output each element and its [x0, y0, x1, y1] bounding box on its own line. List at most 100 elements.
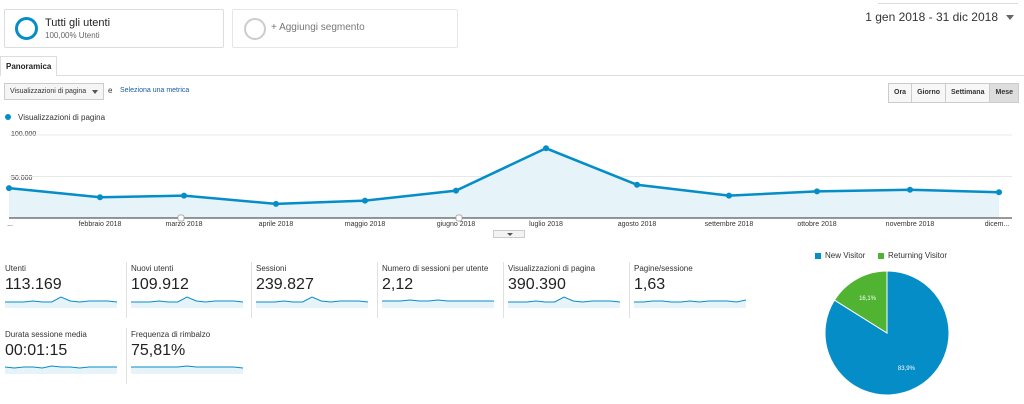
time-button-settimana[interactable]: Settimana [945, 83, 990, 103]
sparkline [634, 299, 746, 308]
annotation-marker [177, 214, 185, 222]
sparkline [508, 296, 620, 308]
data-point [453, 187, 459, 194]
x-tick-label: settembre 2018 [704, 221, 754, 228]
x-tick-label: ottobre 2018 [797, 221, 837, 228]
chart-collapse-handle[interactable] [493, 230, 525, 238]
tab-divider [56, 75, 1024, 76]
data-point [634, 181, 640, 188]
metric-nuovi-utenti[interactable]: Nuovi utenti 109.912 [126, 262, 243, 320]
tile-divider [377, 262, 378, 318]
sparkline [5, 365, 117, 374]
series-line [8, 146, 1000, 206]
visitor-type-pie-chart: 83,9% 16,1% [824, 270, 950, 396]
tile-divider [251, 262, 252, 318]
data-point [543, 145, 549, 152]
time-button-mese[interactable]: Mese [989, 83, 1019, 103]
metric-label: Pagine/sessione [634, 264, 693, 273]
x-tick-label: agosto 2018 [617, 221, 657, 228]
tile-divider [629, 262, 630, 318]
metric-select-value: Visualizzazioni di pagina [10, 88, 87, 95]
y-tick-label: 50.000 [11, 175, 33, 182]
segment-subtitle: 100,00% Utenti [45, 31, 100, 40]
metric-sessioni[interactable]: Sessioni 239.827 [251, 262, 368, 320]
x-tick-label: marzo 2018 [165, 221, 203, 228]
x-tick-label: giugno 2018 [436, 221, 476, 228]
segment-all-users[interactable]: Tutti gli utenti 100,00% Utenti [4, 9, 224, 48]
select-metric-link[interactable]: Seleziona una metrica [120, 87, 190, 94]
metric-label: Frequenza di rimbalzo [131, 330, 211, 339]
time-granularity-buttons: Ora Giorno Settimana Mese [888, 83, 1019, 103]
metric-label: Utenti [5, 264, 26, 273]
chart-legend-label[interactable]: Visualizzazioni di pagina [18, 113, 106, 122]
segment-title: Tutti gli utenti [45, 17, 111, 29]
metric-durata-sessione[interactable]: Durata sessione media 00:01:15 [0, 328, 117, 386]
data-point [907, 186, 913, 193]
metric-pagine-sessione[interactable]: Pagine/sessione 1,63 [629, 262, 746, 320]
annotation-marker [455, 214, 463, 222]
legend-square-icon [878, 252, 884, 259]
series-area [9, 148, 999, 218]
add-segment-label: + Aggiungi segmento [271, 22, 365, 33]
data-point [726, 192, 732, 199]
metric-value: 1,63 [634, 276, 666, 293]
sparkline [256, 296, 368, 308]
tile-divider [503, 262, 504, 318]
metric-label: Sessioni [256, 264, 287, 273]
data-point [362, 197, 368, 204]
tile-divider [126, 328, 127, 384]
pie-legend-returning[interactable]: Returning Visitor [878, 251, 947, 260]
x-tick-label: novembre 2018 [885, 221, 935, 228]
data-point [181, 192, 187, 199]
x-tick-label: dicem... [984, 221, 1010, 228]
pie-legend-new-label: New Visitor [825, 251, 866, 260]
metric-utenti[interactable]: Utenti 113.169 [0, 262, 117, 320]
x-tick-label: ... [7, 221, 13, 228]
metric-label: Durata sessione media [5, 330, 87, 339]
x-tick-label: aprile 2018 [258, 221, 294, 228]
date-range-picker[interactable]: 1 gen 2018 - 31 dic 2018 [865, 10, 1014, 24]
data-point [97, 194, 103, 201]
data-point [996, 189, 1002, 196]
sparkline [382, 299, 494, 308]
metric-label: Nuovi utenti [131, 264, 174, 273]
chevron-down-icon [92, 90, 98, 94]
pie-slice-label: 83,9% [898, 366, 916, 372]
metric-frequenza-rimbalzo[interactable]: Frequenza di rimbalzo 75,81% [126, 328, 243, 386]
data-point [273, 200, 279, 207]
pie-legend-new[interactable]: New Visitor [815, 251, 865, 260]
metric-select[interactable]: Visualizzazioni di pagina [4, 83, 104, 100]
metric-label: Visualizzazioni di pagina [508, 264, 596, 273]
metric-value: 75,81% [131, 342, 186, 359]
chevron-down-icon [507, 233, 513, 236]
segment-ring-icon [15, 17, 38, 40]
sparkline [5, 296, 117, 308]
empty-segment-circle-icon [244, 18, 266, 40]
pageviews-line-chart [6, 134, 1012, 222]
pie-slice-returning-visitor [833, 270, 888, 334]
metric-value: 109.912 [131, 276, 189, 293]
data-point [814, 188, 820, 195]
metric-visualizzazioni[interactable]: Visualizzazioni di pagina 390.390 [503, 262, 620, 320]
metric-value: 00:01:15 [5, 342, 68, 359]
time-button-giorno[interactable]: Giorno [911, 83, 946, 103]
and-label: e [108, 86, 113, 95]
pie-slice-label: 16,1% [859, 296, 877, 302]
metric-value: 390.390 [508, 276, 566, 293]
metric-sessioni-per-utente[interactable]: Numero di sessioni per utente 2,12 [377, 262, 494, 320]
metric-label: Numero di sessioni per utente [382, 264, 489, 273]
x-tick-label: febbraio 2018 [78, 221, 122, 228]
pie-legend-returning-label: Returning Visitor [888, 251, 947, 260]
date-range-label: 1 gen 2018 - 31 dic 2018 [865, 10, 998, 24]
tile-divider [126, 262, 127, 318]
x-tick-label: luglio 2018 [529, 221, 563, 228]
legend-square-icon [815, 252, 821, 259]
metric-value: 113.169 [5, 276, 62, 293]
legend-dot-icon [5, 114, 11, 120]
tab-panoramica[interactable]: Panoramica [0, 56, 58, 76]
chevron-down-icon [1006, 15, 1014, 21]
top-divider [878, 3, 1018, 4]
metric-value: 2,12 [382, 276, 414, 293]
add-segment-button[interactable]: + Aggiungi segmento [232, 9, 458, 48]
time-button-ora[interactable]: Ora [888, 83, 912, 103]
